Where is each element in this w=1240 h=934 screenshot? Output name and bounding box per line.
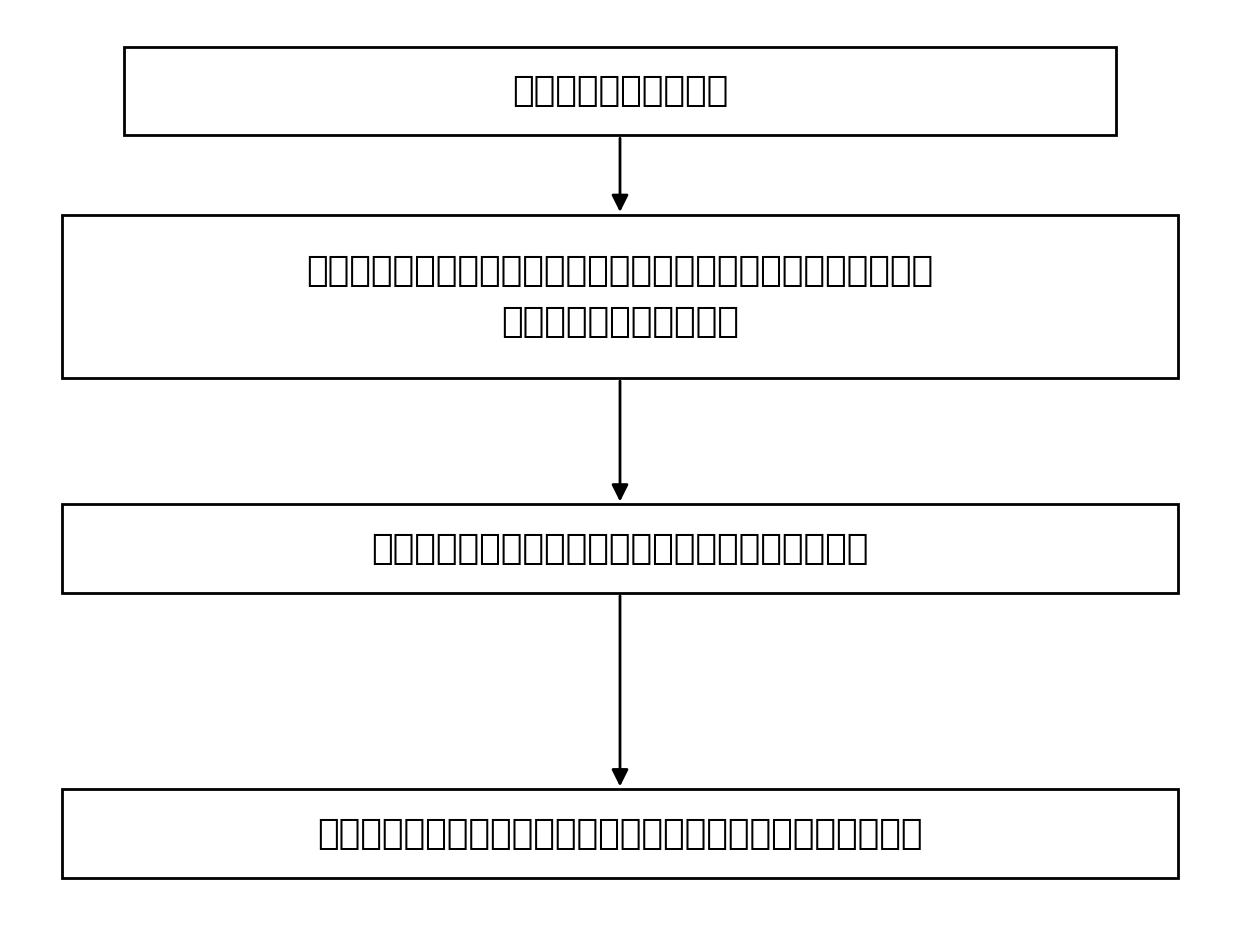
Text: 通过定位曲线获得热点图标相对于目标点的位移增量: 通过定位曲线获得热点图标相对于目标点的位移增量 [371, 531, 869, 566]
Text: 归一化时长、屏幕宽高: 归一化时长、屏幕宽高 [512, 74, 728, 108]
Bar [62, 789, 1178, 878]
Text: 通过曲线工具编辑定位曲线的开始、结束点的位移值、曲线曲率，
获得热点图标的定位曲线: 通过曲线工具编辑定位曲线的开始、结束点的位移值、曲线曲率， 获得热点图标的定位曲… [306, 254, 934, 339]
Bar [62, 504, 1178, 593]
Bar [124, 47, 1116, 135]
Bar [62, 215, 1178, 378]
Text: 根据位移增量按帧更新热点图标的位置，使之跟踪定位目标区域: 根据位移增量按帧更新热点图标的位置，使之跟踪定位目标区域 [317, 816, 923, 851]
